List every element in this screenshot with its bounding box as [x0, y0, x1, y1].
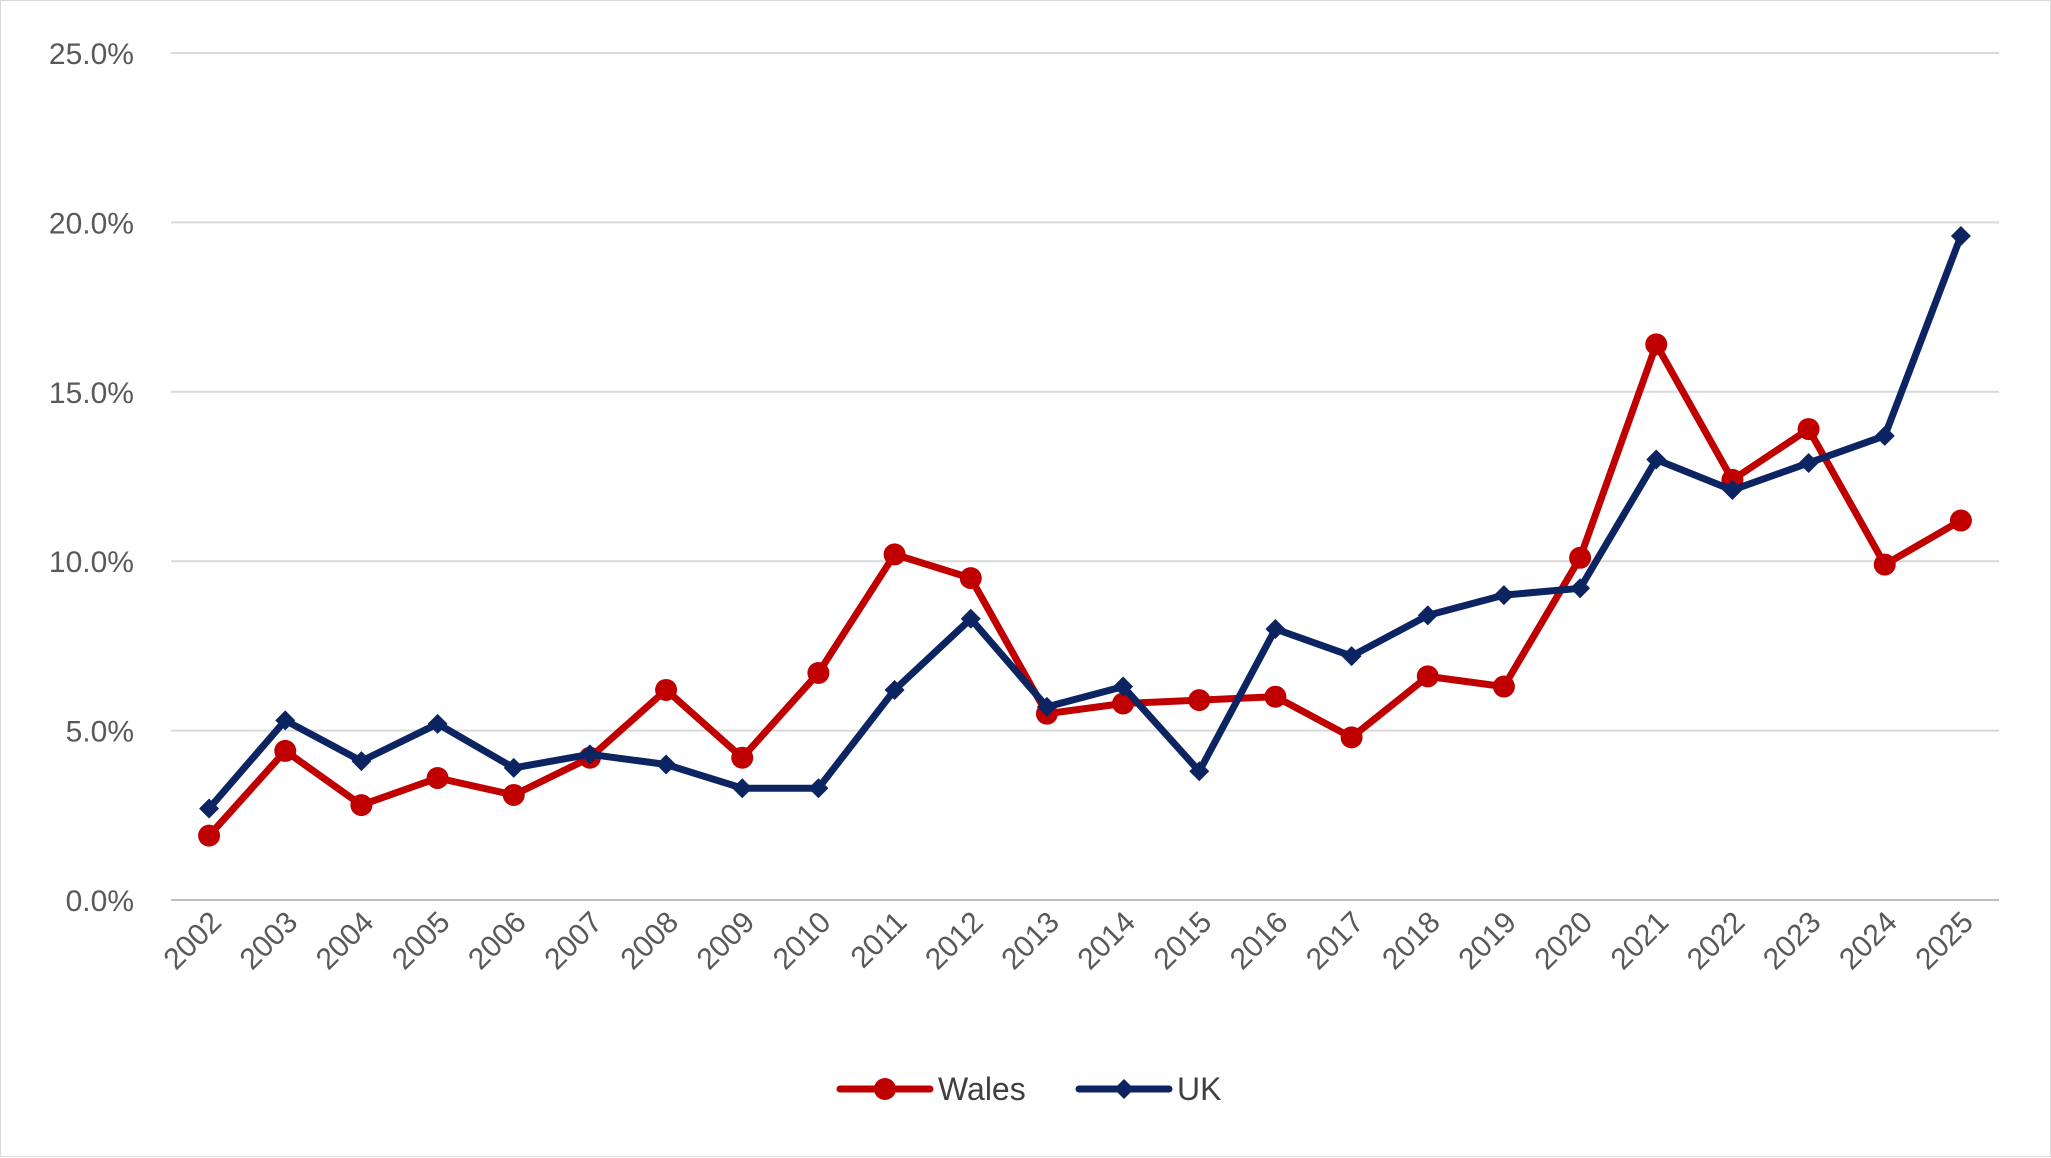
wales-point	[1949, 509, 1972, 532]
wales-point	[426, 767, 449, 790]
wales-series	[198, 333, 1972, 847]
x-tick-label: 2013	[995, 906, 1066, 977]
uk-point	[579, 744, 600, 765]
wales-point	[198, 824, 221, 847]
y-tick-label: 0.0%	[66, 885, 134, 918]
wales-point	[731, 746, 754, 769]
uk-point	[1798, 452, 1819, 473]
x-tick-label: 2022	[1681, 906, 1752, 977]
x-tick-label: 2018	[1376, 906, 1447, 977]
uk-point	[1265, 618, 1286, 639]
uk-point	[1036, 696, 1057, 717]
uk-point	[884, 679, 905, 700]
uk-point	[1113, 676, 1134, 697]
wales-point	[959, 567, 982, 590]
x-tick-label: 2002	[157, 906, 228, 977]
x-tick-label: 2020	[1528, 906, 1599, 977]
wales-point	[807, 662, 830, 685]
x-tick-label: 2016	[1224, 906, 1295, 977]
uk-point	[1417, 605, 1438, 626]
y-tick-label: 10.0%	[49, 546, 134, 579]
wales-point	[1188, 689, 1211, 712]
gridlines	[171, 52, 1999, 901]
x-tick-label: 2021	[1605, 906, 1676, 977]
uk-point	[199, 798, 220, 819]
legend-swatch-marker	[874, 1078, 896, 1100]
x-tick-label: 2015	[1148, 906, 1219, 977]
wales-point	[1416, 665, 1439, 688]
wales-point	[274, 739, 297, 762]
wales-point	[502, 783, 525, 806]
wales-point	[1797, 418, 1820, 441]
y-tick-label: 5.0%	[66, 716, 134, 749]
wales-point	[1112, 692, 1135, 715]
x-tick-label: 2011	[845, 906, 914, 975]
uk-line	[205, 232, 1965, 812]
uk-point	[275, 710, 296, 731]
x-tick-label: 2025	[1909, 906, 1980, 977]
wales-point	[1569, 546, 1592, 569]
series-layer	[198, 225, 1972, 847]
x-tick-label: 2003	[234, 906, 305, 977]
legend-item-wales: Wales	[836, 1071, 1026, 1107]
wales-point	[1645, 333, 1668, 356]
legend: Wales UK	[836, 1071, 1221, 1107]
y-tick-label: 15.0%	[49, 377, 134, 410]
y-axis: 0.0% 5.0% 10.0% 15.0% 20.0% 25.0%	[49, 38, 134, 918]
x-tick-label: 2008	[614, 906, 685, 977]
legend-label: Wales	[938, 1071, 1026, 1107]
uk-point	[1646, 449, 1667, 470]
uk-point	[656, 754, 677, 775]
wales-point	[1264, 685, 1287, 708]
x-tick-label: 2012	[919, 906, 990, 977]
x-axis: 2002 2003 2004 2005 2006 2007 2008 2009 2010 2011…	[157, 906, 1979, 977]
uk-point	[427, 713, 448, 734]
uk-series	[199, 225, 1971, 819]
x-tick-label: 2017	[1300, 906, 1371, 977]
wales-line	[205, 340, 1965, 840]
uk-point	[732, 778, 753, 799]
wales-point	[350, 794, 373, 817]
wales-point	[655, 678, 678, 701]
x-tick-label: 2006	[462, 906, 533, 977]
legend-item-uk: UK	[1075, 1071, 1221, 1107]
x-tick-label: 2007	[538, 906, 609, 977]
uk-point	[1874, 425, 1895, 446]
legend-label: UK	[1177, 1071, 1221, 1107]
y-tick-label: 20.0%	[49, 207, 134, 240]
y-tick-label: 25.0%	[49, 38, 134, 71]
wales-point	[1492, 675, 1515, 698]
x-tick-label: 2010	[767, 906, 838, 977]
uk-point	[1570, 578, 1591, 599]
wales-point	[1873, 553, 1896, 576]
x-tick-label: 2004	[310, 906, 381, 977]
x-tick-label: 2009	[691, 906, 762, 977]
x-tick-label: 2019	[1452, 906, 1523, 977]
x-tick-label: 2024	[1833, 906, 1904, 977]
uk-point	[1341, 646, 1362, 667]
x-tick-label: 2023	[1757, 906, 1828, 977]
wales-point	[883, 543, 906, 566]
legend-swatch-marker	[1114, 1079, 1134, 1099]
x-tick-label: 2005	[386, 906, 457, 977]
uk-point	[1493, 585, 1514, 606]
uk-point	[1722, 480, 1743, 501]
uk-point	[808, 778, 829, 799]
wales-point	[1340, 726, 1363, 749]
uk-point	[1950, 225, 1971, 246]
uk-point	[351, 751, 372, 772]
x-tick-label: 2014	[1071, 906, 1142, 977]
uk-point	[960, 608, 981, 629]
uk-point	[1189, 761, 1210, 782]
uk-point	[503, 757, 524, 778]
